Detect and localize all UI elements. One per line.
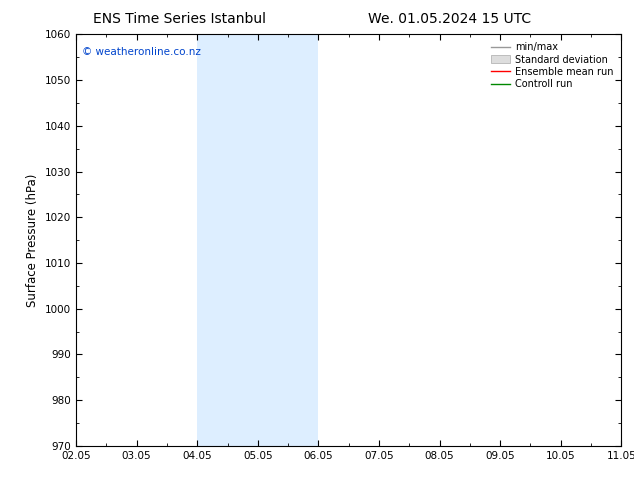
Bar	[197, 34, 318, 446]
Text: ENS Time Series Istanbul: ENS Time Series Istanbul	[93, 12, 266, 26]
Text: We. 01.05.2024 15 UTC: We. 01.05.2024 15 UTC	[368, 12, 531, 26]
Text: © weatheronline.co.nz: © weatheronline.co.nz	[82, 47, 200, 57]
Legend: min/max, Standard deviation, Ensemble mean run, Controll run: min/max, Standard deviation, Ensemble me…	[488, 39, 616, 92]
Bar	[621, 34, 634, 446]
Y-axis label: Surface Pressure (hPa): Surface Pressure (hPa)	[27, 173, 39, 307]
